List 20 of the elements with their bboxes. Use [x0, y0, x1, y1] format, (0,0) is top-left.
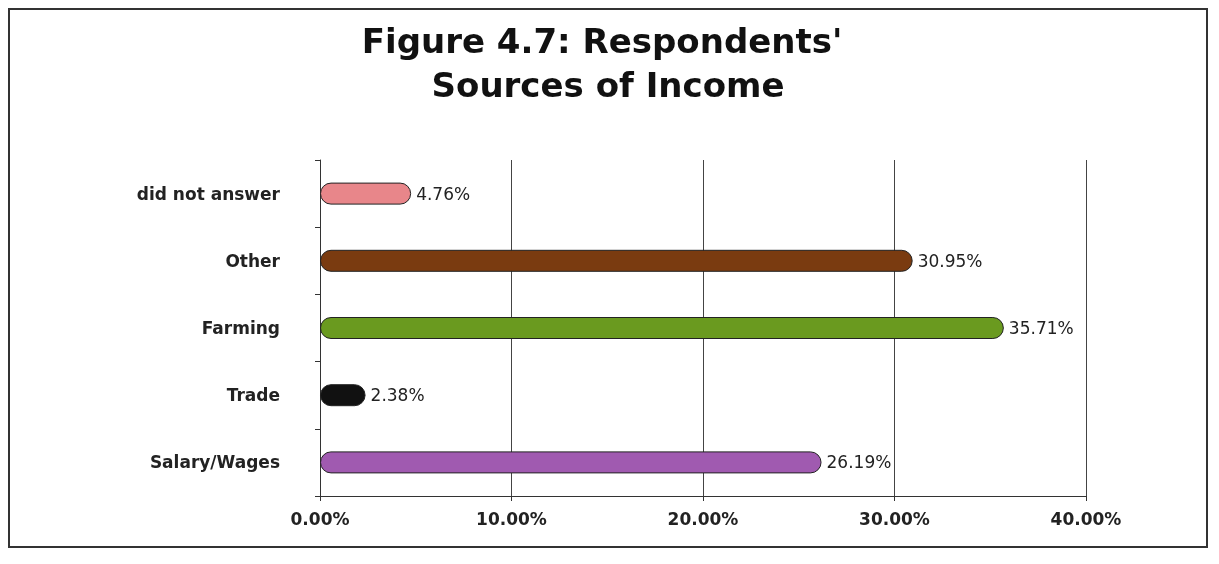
data-label: 26.19%: [826, 452, 892, 473]
x-tick-label: 10.00%: [476, 508, 547, 529]
y-tick-label: Salary/Wages: [149, 452, 280, 473]
x-tick-label: 30.00%: [859, 508, 930, 529]
bar: [320, 317, 1004, 339]
chart-title: Figure 4.7: Respondents' Sources of Income: [361, 21, 855, 105]
y-tick-label: Trade: [226, 385, 280, 406]
y-tick-label: did not answer: [136, 183, 281, 204]
bar: [320, 182, 412, 205]
x-tick-label: 40.00%: [1050, 508, 1122, 529]
data-label: 2.38%: [370, 385, 425, 406]
bar: [320, 451, 822, 474]
y-tick-label: Other: [225, 250, 281, 271]
data-label: 30.95%: [917, 250, 983, 271]
data-label: 35.71%: [1008, 318, 1074, 338]
x-tick-label: 20.00%: [667, 508, 739, 529]
bar: [320, 249, 913, 272]
data-label: 4.76%: [416, 183, 471, 204]
y-tick-label: Farming: [201, 318, 280, 338]
x-tick-label: 0.00%: [290, 508, 350, 529]
